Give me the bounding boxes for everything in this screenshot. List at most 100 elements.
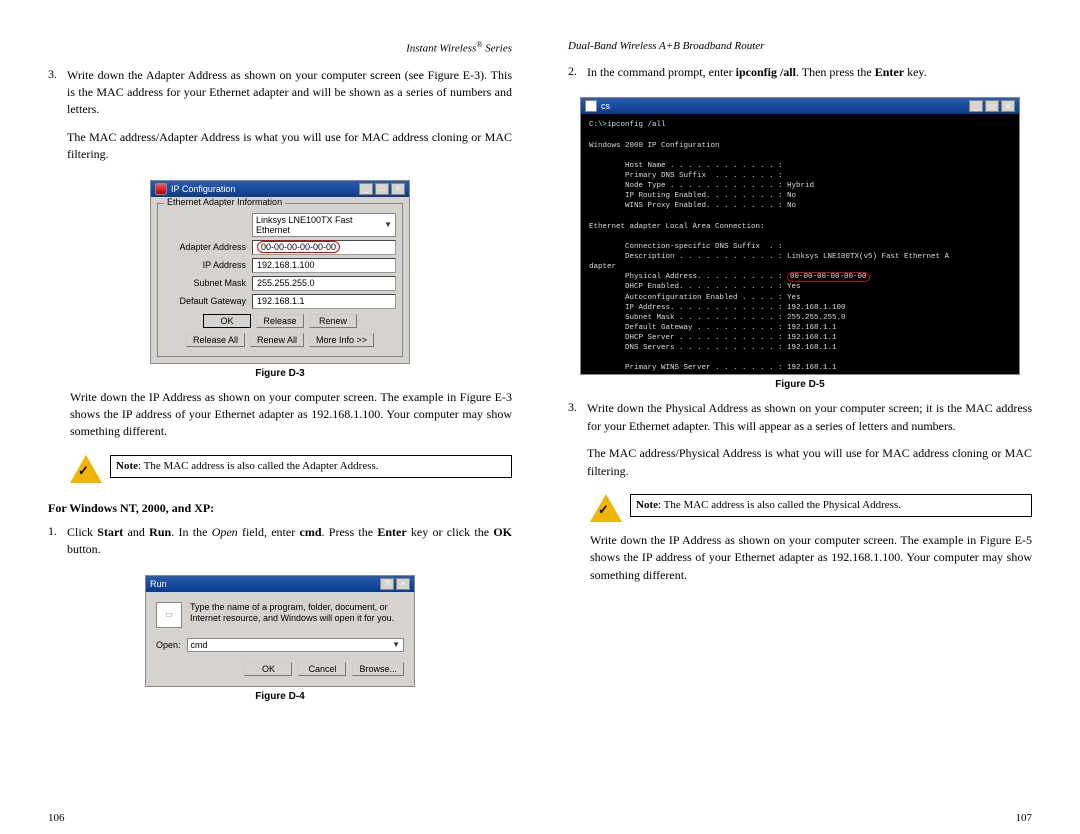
- cancel-button[interactable]: Cancel: [298, 662, 346, 676]
- figure-caption: Figure D-3: [255, 368, 304, 379]
- browse-button[interactable]: Browse...: [352, 662, 404, 676]
- cmd-window: cs _ □ × C:\>ipconfig /all Windows 2000 …: [580, 97, 1020, 375]
- note-text: Note: The MAC address is also called the…: [630, 494, 1032, 517]
- field-label: IP Address: [164, 260, 246, 270]
- header-tail: Series: [482, 43, 512, 55]
- open-input[interactable]: cmd ▼: [187, 638, 404, 652]
- note-box-1: ✓ Note: The MAC address is also called t…: [70, 455, 512, 483]
- highlighted-mac: 00-00-00-00-00-00: [787, 272, 870, 282]
- figure-d3: IP Configuration _ □ × Ethernet Adapter …: [48, 180, 512, 379]
- header-left: Instant Wireless® Series: [48, 40, 512, 55]
- note-body: : The MAC address is also called the Ada…: [138, 460, 379, 472]
- window-controls: ? ×: [380, 578, 410, 590]
- minimize-button[interactable]: _: [969, 100, 983, 112]
- list-text: Click Start and Run. In the Open field, …: [67, 524, 512, 559]
- page-left: Instant Wireless® Series 3. Write down t…: [20, 40, 540, 822]
- note-label: Note: [636, 499, 658, 511]
- run-description: Type the name of a program, folder, docu…: [190, 602, 404, 628]
- field-adapter-address: Adapter Address 00-00-00-00-00-00: [164, 240, 396, 255]
- more-info-button[interactable]: More Info >>: [309, 333, 374, 347]
- button-row-1: OK Release Renew: [164, 314, 396, 328]
- button-row-2: Release All Renew All More Info >>: [164, 333, 396, 347]
- figure-caption: Figure D-5: [775, 379, 824, 390]
- field-value: 192.168.1.100: [252, 258, 396, 273]
- window-controls: _ □ ×: [359, 183, 405, 195]
- figure-d5: cs _ □ × C:\>ipconfig /all Windows 2000 …: [568, 97, 1032, 390]
- close-button[interactable]: ×: [1001, 100, 1015, 112]
- para-text: The MAC address/Physical Address is what…: [587, 445, 1032, 480]
- step-2: 2. In the command prompt, enter ipconfig…: [568, 64, 1032, 81]
- page-right: Dual-Band Wireless A+B Broadband Router …: [540, 40, 1060, 822]
- ok-button[interactable]: OK: [203, 314, 251, 328]
- open-label: Open:: [156, 640, 181, 650]
- page-number-right: 107: [1016, 812, 1033, 824]
- para-text: Write down the Adapter Address as shown …: [67, 67, 512, 119]
- chevron-down-icon: ▼: [392, 640, 400, 649]
- chevron-down-icon: ▼: [384, 220, 392, 229]
- warning-icon: ✓: [590, 494, 622, 522]
- step-3: 3. Write down the Physical Address as sh…: [568, 400, 1032, 480]
- renew-all-button[interactable]: Renew All: [250, 333, 304, 347]
- cmd-output: C:\>ipconfig /all Windows 2000 IP Config…: [581, 114, 1019, 374]
- field-value: 192.168.1.1: [252, 294, 396, 309]
- figure-caption: Figure D-4: [255, 691, 304, 702]
- release-all-button[interactable]: Release All: [186, 333, 245, 347]
- para-3: 3. Write down the Adapter Address as sho…: [48, 67, 512, 164]
- figure-d4: Run ? × ▭ Type the name of a program, fo…: [48, 575, 512, 702]
- para-text: The MAC address/Adapter Address is what …: [67, 129, 512, 164]
- window-titlebar: Run ? ×: [146, 576, 414, 592]
- run-dialog: Run ? × ▭ Type the name of a program, fo…: [145, 575, 415, 687]
- window-title: Run: [150, 579, 167, 589]
- help-button[interactable]: ?: [380, 578, 394, 590]
- warning-icon: ✓: [70, 455, 102, 483]
- circled-value: 00-00-00-00-00-00: [257, 241, 340, 253]
- list-text: Write down the Adapter Address as shown …: [67, 67, 512, 164]
- window-titlebar: cs _ □ ×: [581, 98, 1019, 114]
- field-default-gateway: Default Gateway 192.168.1.1: [164, 294, 396, 309]
- minimize-button[interactable]: _: [359, 183, 373, 195]
- field-value: 00-00-00-00-00-00: [252, 240, 396, 255]
- app-icon: [155, 183, 167, 195]
- list-num: 3.: [568, 400, 577, 480]
- dropdown-value: Linksys LNE100TX Fast Ethernet: [256, 215, 384, 235]
- step-1: 1. Click Start and Run. In the Open fiel…: [48, 524, 512, 559]
- para-text: Write down the IP Address as shown on yo…: [70, 389, 512, 441]
- field-value: 255.255.255.0: [252, 276, 396, 291]
- para-text: Write down the IP Address as shown on yo…: [590, 532, 1032, 584]
- release-button[interactable]: Release: [256, 314, 304, 328]
- close-button[interactable]: ×: [391, 183, 405, 195]
- field-label: Adapter Address: [164, 242, 246, 252]
- group-label: Ethernet Adapter Information: [164, 197, 285, 207]
- window-title: cs: [601, 101, 610, 111]
- list-num: 1.: [48, 524, 57, 559]
- maximize-button[interactable]: □: [375, 183, 389, 195]
- list-text: In the command prompt, enter ipconfig /a…: [587, 64, 1032, 81]
- cmd-icon: [585, 100, 597, 112]
- header-right: Dual-Band Wireless A+B Broadband Router: [568, 40, 1032, 52]
- note-text: Note: The MAC address is also called the…: [110, 455, 512, 478]
- header-text: Instant Wireless: [406, 43, 476, 55]
- field-label: Subnet Mask: [164, 278, 246, 288]
- adapter-dropdown[interactable]: Linksys LNE100TX Fast Ethernet ▼: [252, 213, 396, 237]
- adapter-group: Ethernet Adapter Information Linksys LNE…: [157, 203, 403, 357]
- open-value: cmd: [191, 640, 208, 650]
- para-text: Write down the Physical Address as shown…: [587, 400, 1032, 435]
- window-titlebar: IP Configuration _ □ ×: [151, 181, 409, 197]
- list-num: 2.: [568, 64, 577, 81]
- page-number-left: 106: [48, 812, 65, 824]
- close-button[interactable]: ×: [396, 578, 410, 590]
- note-box-2: ✓ Note: The MAC address is also called t…: [590, 494, 1032, 522]
- note-label: Note: [116, 460, 138, 472]
- ok-button[interactable]: OK: [244, 662, 292, 676]
- ipconfig-window: IP Configuration _ □ × Ethernet Adapter …: [150, 180, 410, 364]
- maximize-button[interactable]: □: [985, 100, 999, 112]
- list-num: 3.: [48, 67, 57, 164]
- window-controls: _ □ ×: [969, 100, 1015, 112]
- note-body: : The MAC address is also called the Phy…: [658, 499, 901, 511]
- run-icon: ▭: [156, 602, 182, 628]
- window-title: IP Configuration: [171, 184, 235, 194]
- section-heading: For Windows NT, 2000, and XP:: [48, 501, 512, 516]
- field-ip-address: IP Address 192.168.1.100: [164, 258, 396, 273]
- field-subnet-mask: Subnet Mask 255.255.255.0: [164, 276, 396, 291]
- renew-button[interactable]: Renew: [309, 314, 357, 328]
